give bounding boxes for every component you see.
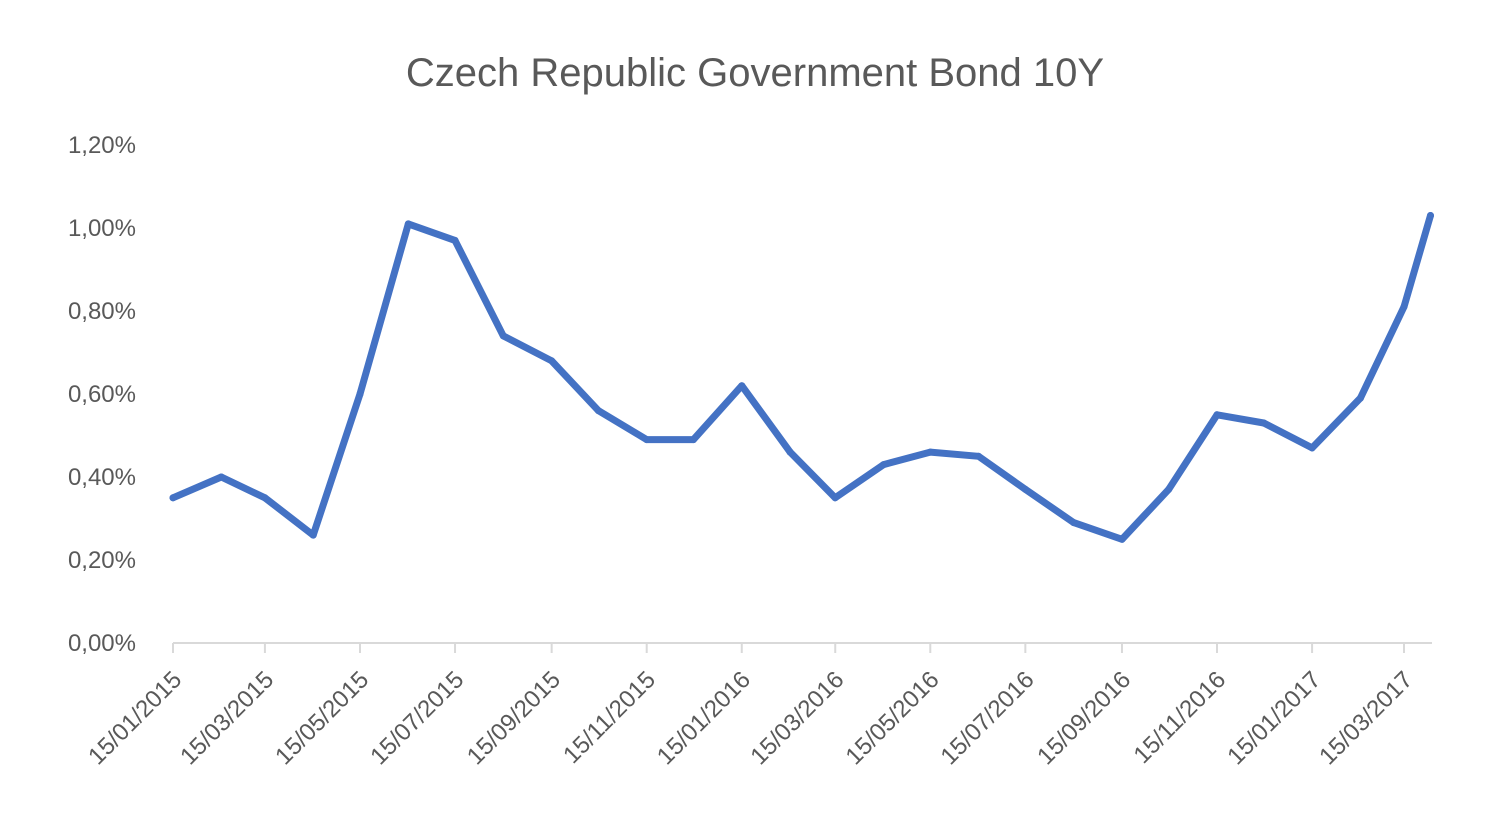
y-tick-label: 0,00% — [68, 630, 136, 657]
data-point — [1260, 419, 1268, 427]
data-point — [451, 236, 459, 244]
x-tick-label: 15/01/2015 — [83, 666, 187, 770]
series-layer — [169, 212, 1434, 543]
data-point — [689, 436, 697, 444]
data-point — [880, 461, 888, 469]
x-tick-label: 15/09/2016 — [1032, 666, 1136, 770]
data-point — [1165, 485, 1173, 493]
data-point — [499, 332, 507, 340]
x-tick-label: 15/03/2017 — [1314, 666, 1418, 770]
data-point — [831, 494, 839, 502]
data-point — [1400, 303, 1408, 311]
y-axis: 0,00% 0,20% 0,40% 0,60% 0,80% 1,00% 1,20% — [68, 132, 136, 657]
data-point — [926, 448, 934, 456]
data-point — [548, 357, 556, 365]
data-point — [1356, 394, 1364, 402]
data-point — [738, 382, 746, 390]
data-point — [1021, 485, 1029, 493]
x-tick-label: 15/05/2015 — [270, 666, 374, 770]
data-point — [786, 448, 794, 456]
data-point — [1070, 519, 1078, 527]
y-tick-label: 0,60% — [68, 381, 136, 408]
data-point — [975, 452, 983, 460]
data-point — [261, 494, 269, 502]
data-point — [1213, 411, 1221, 419]
data-point — [356, 390, 364, 398]
x-tick-label: 15/07/2015 — [365, 666, 469, 770]
y-tick-label: 0,80% — [68, 298, 136, 325]
data-point — [643, 436, 651, 444]
x-tick-label: 15/01/2017 — [1222, 666, 1326, 770]
x-axis: 15/01/201515/03/201515/05/201515/07/2015… — [83, 642, 1432, 770]
x-tick-label: 15/03/2015 — [175, 666, 279, 770]
data-point — [404, 220, 412, 228]
data-point — [594, 407, 602, 415]
data-point — [1427, 212, 1434, 219]
x-tick-label: 15/09/2015 — [462, 666, 566, 770]
chart-title: Czech Republic Government Bond 10Y — [406, 51, 1104, 95]
x-tick-label: 15/03/2016 — [745, 666, 849, 770]
y-tick-label: 1,00% — [68, 215, 136, 242]
x-tick-label: 15/11/2016 — [1128, 666, 1231, 769]
y-tick-label: 0,40% — [68, 464, 136, 491]
x-tick-label: 15/07/2016 — [936, 666, 1040, 770]
x-tick-label: 15/11/2015 — [558, 666, 661, 769]
y-tick-label: 0,20% — [68, 547, 136, 574]
data-point — [1308, 444, 1316, 452]
x-tick-label: 15/05/2016 — [841, 666, 945, 770]
data-point — [309, 531, 317, 539]
data-point — [169, 494, 177, 502]
data-point — [1118, 535, 1126, 543]
y-tick-label: 1,20% — [68, 132, 136, 159]
series-line — [169, 212, 1434, 543]
data-point — [217, 473, 225, 481]
x-tick-label: 15/01/2016 — [652, 666, 756, 770]
